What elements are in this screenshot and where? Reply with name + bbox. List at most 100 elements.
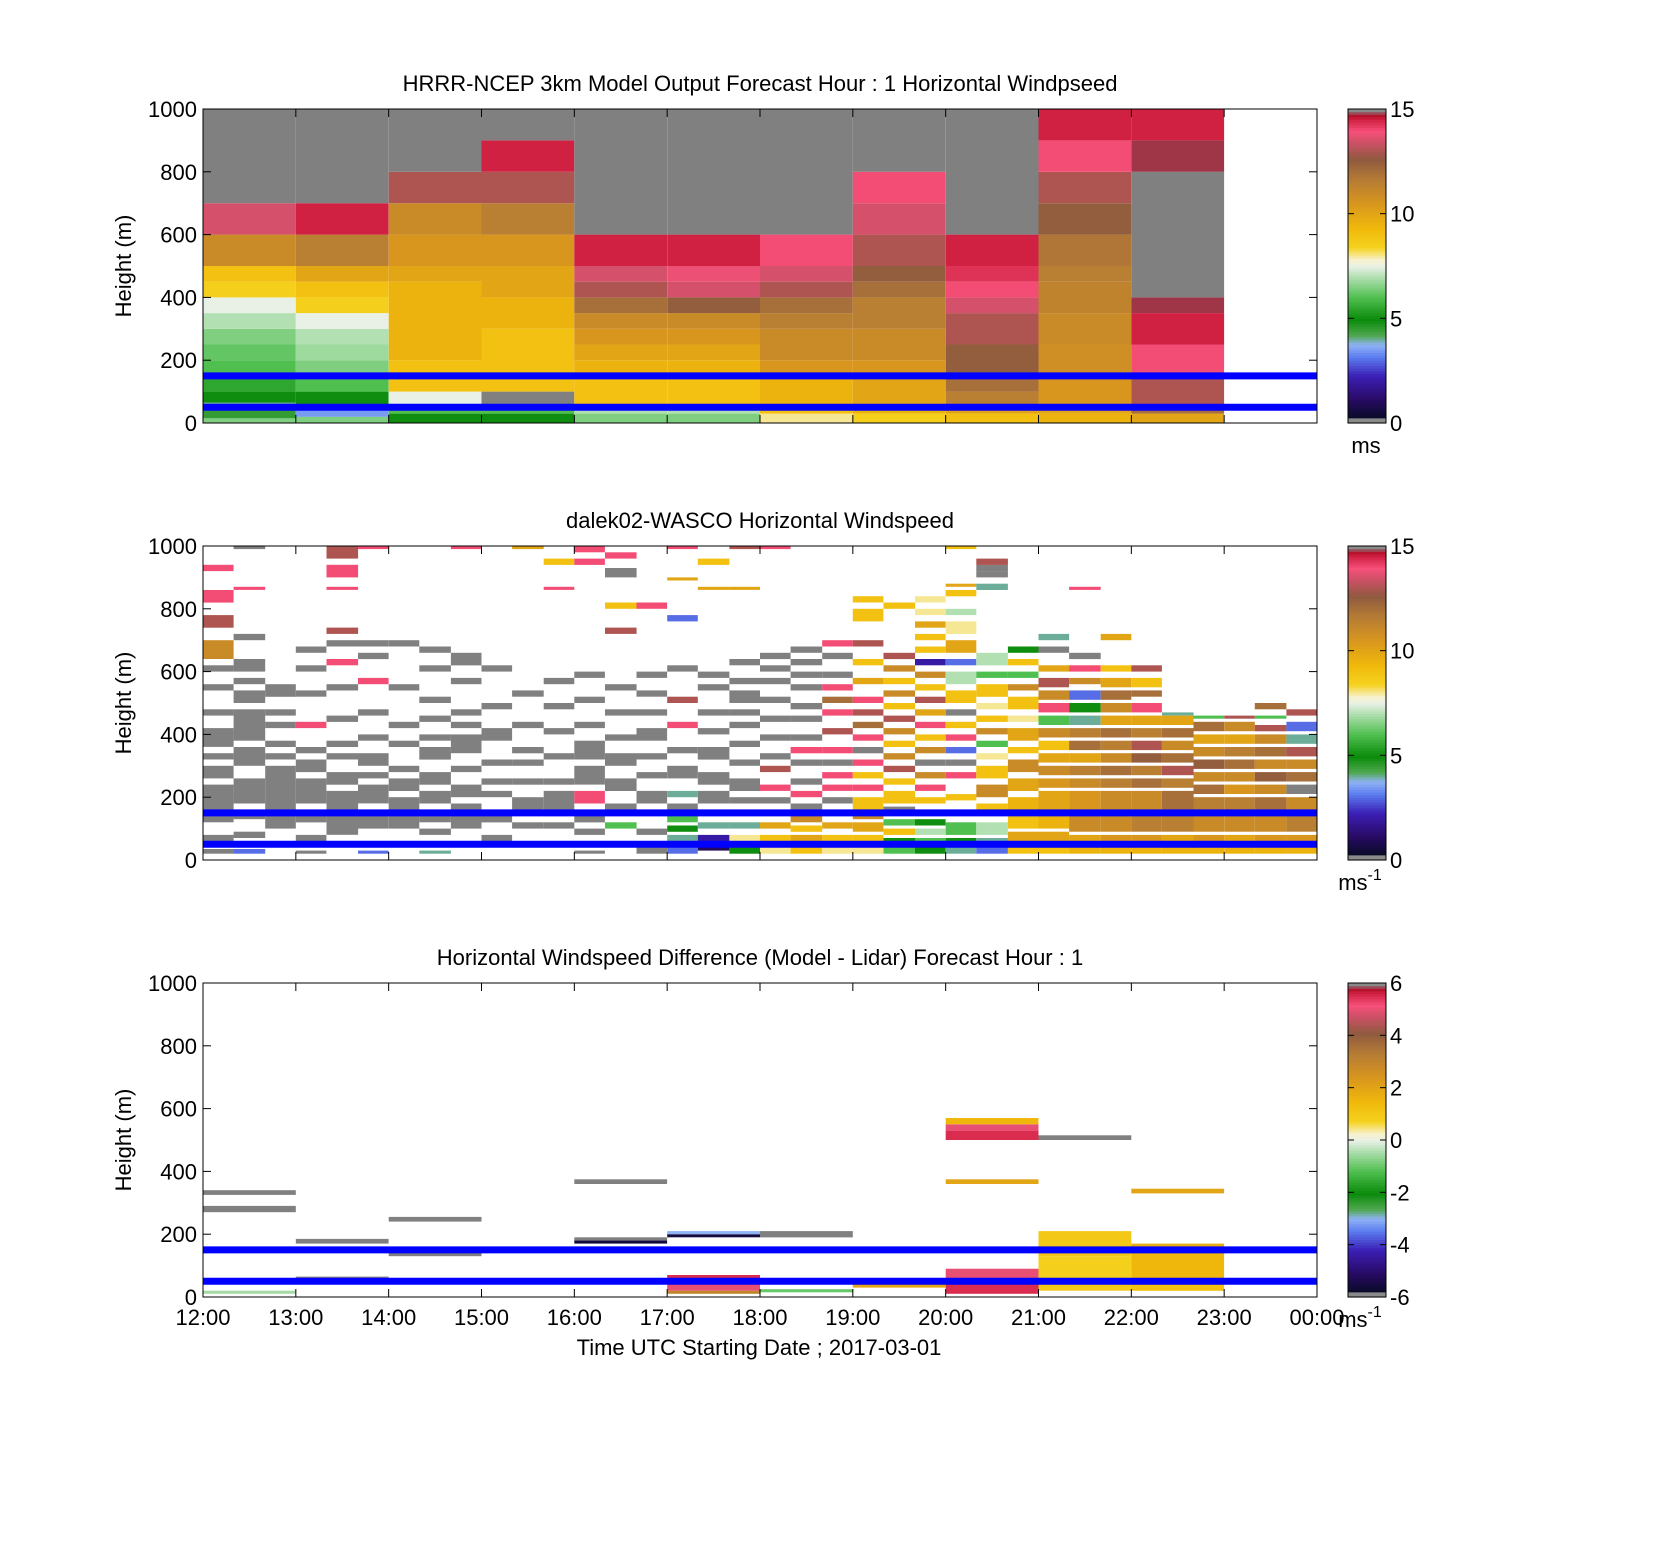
colorbar-swatch [1348,658,1386,662]
colorbar-swatch [1348,1289,1386,1293]
heatmap-cell [976,715,1008,722]
heatmap-cell [667,234,760,266]
y-tick-label: 600 [160,660,197,685]
colorbar-swatch [1348,362,1386,367]
heatmap-cell [326,627,359,634]
heatmap-cell [388,1216,482,1222]
x-tick-label: 22:00 [1104,1305,1159,1330]
heatmap-cell [543,822,575,829]
colorbar-swatch [1348,1262,1386,1267]
colorbar-swatch [1348,1085,1386,1089]
colorbar-swatch [1348,1051,1386,1055]
colorbar-swatch [1348,561,1386,565]
heatmap-cell [388,778,420,791]
colorbar-swatch [1348,836,1386,840]
colorbar-tick-label: 5 [1390,743,1402,768]
heatmap-cell [667,546,698,550]
heatmap-cell [419,747,451,760]
heatmap-cell [1193,747,1225,757]
heatmap-cell [203,753,234,760]
colorbar-swatch [1348,553,1386,558]
heatmap-cell [822,822,853,829]
heatmap-cell [358,546,389,550]
colorbar-swatch [1348,1179,1386,1183]
y-tick-label: 200 [160,348,197,373]
heatmap-cell [852,171,946,204]
colorbar-swatch [1348,849,1386,853]
heatmap-cell [419,665,451,672]
colorbar-swatch [1348,983,1386,987]
heatmap-cell [822,772,853,779]
colorbar-swatch [1348,1137,1386,1141]
colorbar-tick-label: 15 [1390,97,1414,122]
heatmap-cell [481,266,575,298]
colorbar-swatch [1348,1158,1386,1162]
colorbar-swatch [1348,1082,1386,1086]
colorbar-swatch [1348,846,1386,851]
heatmap-cell [605,753,637,766]
heatmap-cell [852,413,946,423]
colorbar-swatch [1348,825,1386,830]
colorbar-swatch [1348,988,1386,992]
colorbar-swatch [1348,1056,1386,1060]
colorbar-swatch [1348,245,1386,249]
heatmap-cell [1162,847,1194,854]
colorbar-swatch [1348,1283,1386,1288]
colorbar-swatch [1348,820,1386,824]
heatmap-cell [574,558,605,565]
colorbar-swatch [1348,577,1386,581]
colorbar-swatch [1348,161,1386,165]
heatmap-cell [976,753,1008,760]
colorbar-swatch [1348,1061,1386,1065]
colorbar-tick-label: 0 [1390,1128,1402,1153]
colorbar-swatch [1348,841,1386,845]
colorbar-swatch [1348,1249,1386,1254]
colorbar-swatch [1348,1126,1386,1131]
heatmap-cell [697,671,730,678]
heatmap-cell [915,721,946,729]
heatmap-cell [1131,834,1162,845]
heatmap-cell [574,297,668,314]
heatmap-cell [574,344,668,361]
colorbar-swatch [1348,585,1386,589]
heatmap-cell [326,640,359,647]
heatmap-cell [1038,344,1132,376]
colorbar-swatch [1348,266,1386,270]
colorbar-swatch [1348,723,1386,728]
colorbar-swatch [1348,674,1386,678]
colorbar-swatch [1348,1215,1386,1220]
heatmap-cell [1131,753,1162,763]
heatmap-cell [697,728,730,735]
heatmap-cell [512,797,544,810]
colorbar-swatch [1348,347,1386,351]
panel-1: 0 200 400 600 800 1000 HRRR-NCEP 3km Model Out… [111,71,1414,458]
colorbar-swatch [1348,744,1386,749]
colorbar-swatch [1348,1145,1386,1149]
heatmap-cell [729,677,760,685]
heatmap-cell [203,234,296,266]
heatmap-cell [852,759,884,766]
heatmap-cell [915,621,946,628]
colorbar-swatch [1348,1022,1386,1026]
colorbar-swatch [1348,216,1386,220]
heatmap-cell [760,313,853,329]
colorbar-swatch [1348,666,1386,670]
heatmap-cell [1224,772,1255,782]
heatmap-cell [729,659,760,666]
heatmap-cell [481,328,575,392]
heatmap-cell [729,847,760,854]
heatmap-cell [203,266,296,282]
colorbar-swatch [1348,791,1386,796]
heatmap-cell [388,740,420,747]
colorbar-swatch [1348,768,1386,772]
heatmap-cell [203,1205,296,1213]
colorbar-swatch [1348,716,1386,720]
heatmap-cell [1131,812,1162,832]
colorbar-swatch [1348,708,1386,712]
heatmap-cell [1100,753,1132,763]
heatmap-cell [1224,847,1255,854]
heatmap-cell [852,734,884,741]
colorbar-swatch [1348,697,1386,701]
y-axis-label: Height (m) [111,215,136,318]
heatmap-cell [697,709,730,716]
